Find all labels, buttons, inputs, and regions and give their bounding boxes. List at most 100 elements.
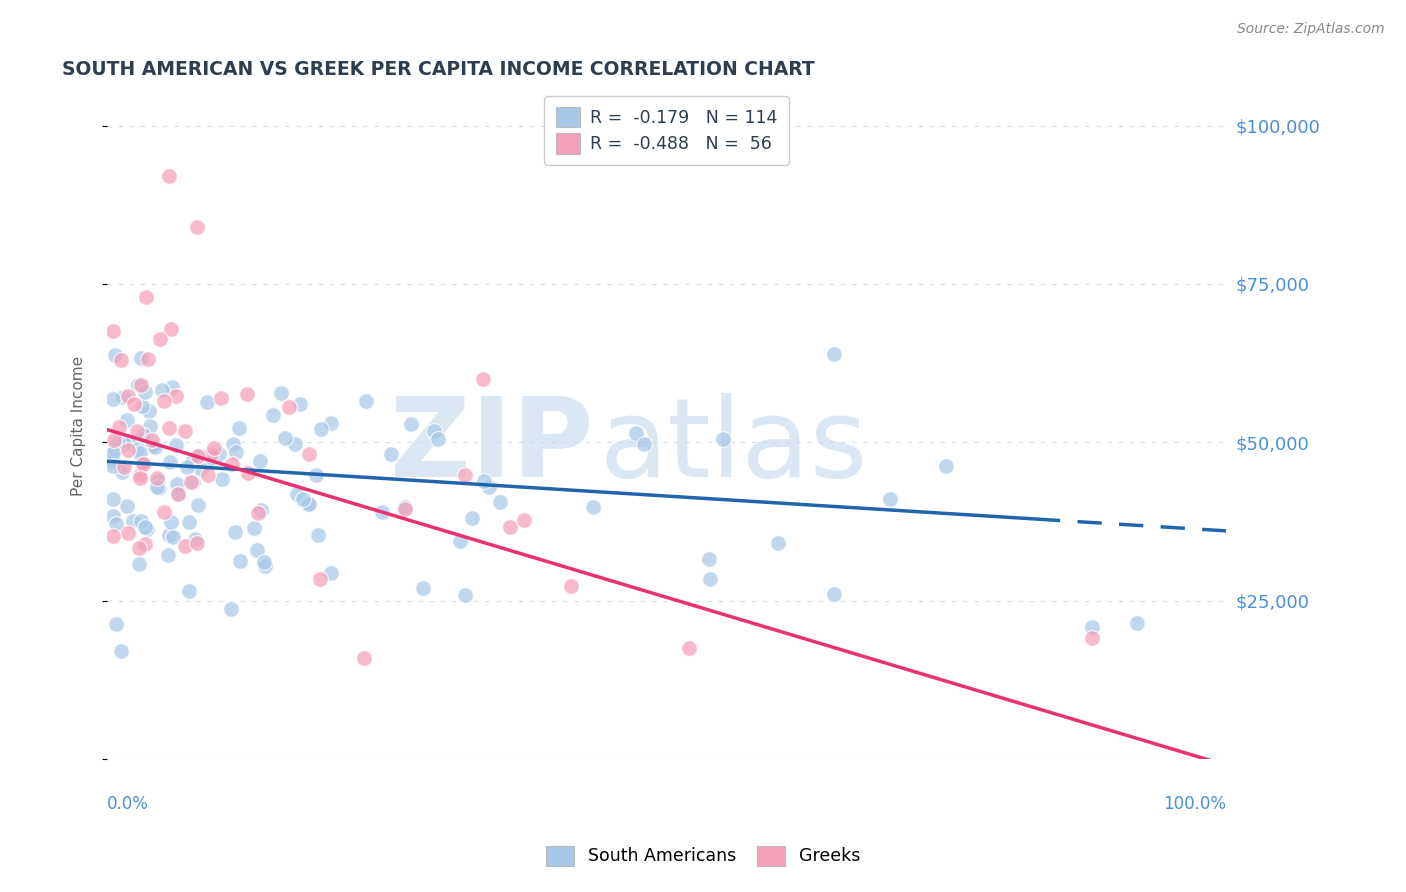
Point [200, 447, 222, 461]
Point [229, 554, 252, 568]
Point [274, 431, 297, 445]
Point [165, 438, 187, 452]
Point [173, 424, 195, 438]
Point [180, 475, 202, 489]
Point [129, 470, 152, 484]
Point [131, 351, 153, 365]
Point [472, 474, 495, 488]
Point [512, 513, 534, 527]
Point [219, 601, 242, 615]
Point [187, 449, 209, 463]
Point [104, 616, 127, 631]
Point [253, 555, 276, 569]
Point [197, 468, 219, 483]
Point [225, 445, 247, 459]
Text: atlas: atlas [599, 392, 868, 500]
Point [134, 520, 156, 534]
Point [157, 528, 180, 542]
Point [110, 644, 132, 658]
Point [1081, 632, 1104, 646]
Point [489, 495, 512, 509]
Point [177, 515, 200, 529]
Point [823, 346, 845, 360]
Point [297, 497, 319, 511]
Point [148, 481, 170, 495]
Point [122, 514, 145, 528]
Point [208, 447, 231, 461]
Point [412, 581, 434, 595]
Point [247, 506, 270, 520]
Point [399, 417, 422, 432]
Point [103, 433, 125, 447]
Point [131, 399, 153, 413]
Point [186, 449, 208, 463]
Point [101, 529, 124, 543]
Point [311, 422, 333, 436]
Point [117, 526, 139, 541]
Point [112, 437, 135, 451]
Point [128, 541, 150, 556]
Point [582, 500, 605, 514]
Point [711, 432, 734, 446]
Point [250, 503, 273, 517]
Point [135, 290, 157, 304]
Point [128, 557, 150, 571]
Point [150, 383, 173, 397]
Point [157, 169, 180, 184]
Point [115, 500, 138, 514]
Point [200, 451, 222, 466]
Point [298, 497, 321, 511]
Point [129, 467, 152, 482]
Point [697, 551, 720, 566]
Text: ZIP: ZIP [391, 392, 593, 500]
Point [153, 394, 176, 409]
Point [879, 491, 901, 506]
Point [135, 522, 157, 536]
Point [156, 548, 179, 562]
Point [117, 389, 139, 403]
Point [380, 447, 402, 461]
Point [118, 434, 141, 449]
Point [174, 539, 197, 553]
Point [132, 427, 155, 442]
Point [101, 324, 124, 338]
Point [160, 515, 183, 529]
Point [278, 400, 301, 414]
Legend: South Americans, Greeks: South Americans, Greeks [537, 837, 869, 874]
Text: 0.0%: 0.0% [107, 796, 149, 814]
Point [111, 465, 134, 479]
Point [186, 536, 208, 550]
Point [122, 397, 145, 411]
Point [112, 459, 135, 474]
Point [633, 437, 655, 451]
Point [149, 332, 172, 346]
Point [132, 457, 155, 471]
Point [471, 372, 494, 386]
Point [224, 525, 246, 540]
Point [253, 558, 276, 573]
Point [209, 391, 232, 405]
Point [394, 500, 416, 515]
Point [370, 505, 392, 519]
Point [129, 377, 152, 392]
Point [179, 584, 201, 599]
Point [184, 533, 207, 547]
Point [101, 459, 124, 474]
Y-axis label: Per Capita Income: Per Capita Income [72, 356, 86, 497]
Point [699, 572, 721, 586]
Point [159, 455, 181, 469]
Point [146, 480, 169, 494]
Point [132, 457, 155, 471]
Point [107, 435, 129, 450]
Point [560, 579, 582, 593]
Point [134, 385, 156, 400]
Point [262, 408, 284, 422]
Point [270, 386, 292, 401]
Point [292, 492, 315, 507]
Point [202, 441, 225, 455]
Point [228, 421, 250, 435]
Point [353, 651, 375, 665]
Point [135, 430, 157, 444]
Point [166, 477, 188, 491]
Point [107, 419, 129, 434]
